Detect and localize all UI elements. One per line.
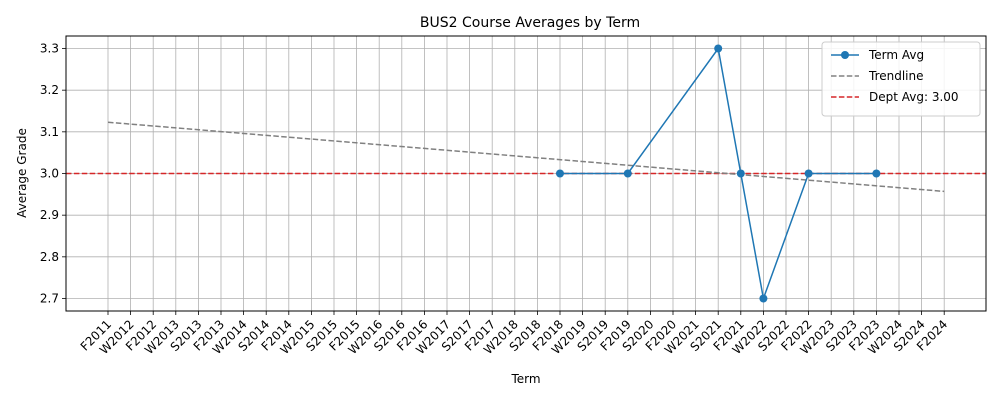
trendline (107, 121, 945, 193)
x-axis-label: Term (510, 372, 540, 386)
y-tick-label: 3.0 (40, 167, 59, 181)
legend: Term Avg Trendline Dept Avg: 3.00 (821, 41, 981, 117)
term-avg-point (759, 294, 768, 303)
legend-label-trendline: Trendline (868, 69, 924, 83)
term-avg-point (804, 169, 813, 178)
y-tick-label: 3.3 (40, 42, 59, 56)
term-avg-point (623, 169, 632, 178)
term-avg-point (736, 169, 745, 178)
y-tick-label: 3.1 (40, 125, 59, 139)
legend-label-term-avg: Term Avg (868, 48, 924, 62)
term-avg-point (872, 169, 881, 178)
y-tick-label: 3.2 (40, 83, 59, 97)
y-tick-label: 2.8 (40, 250, 59, 264)
y-tick-label: 2.7 (40, 292, 59, 306)
chart-title: BUS2 Course Averages by Term (420, 15, 640, 31)
legend-label-dept-avg: Dept Avg: 3.00 (869, 90, 959, 104)
y-axis: 2.7 2.8 2.9 3.0 3.1 3.2 3.3 (40, 42, 66, 306)
y-tick-label: 2.9 (40, 208, 59, 222)
legend-marker-term-avg (841, 51, 849, 59)
series (556, 44, 881, 303)
term-avg-point (556, 169, 564, 178)
y-axis-label: Average Grade (15, 128, 29, 218)
term-avg-point (714, 44, 723, 53)
legend-box (821, 41, 981, 117)
